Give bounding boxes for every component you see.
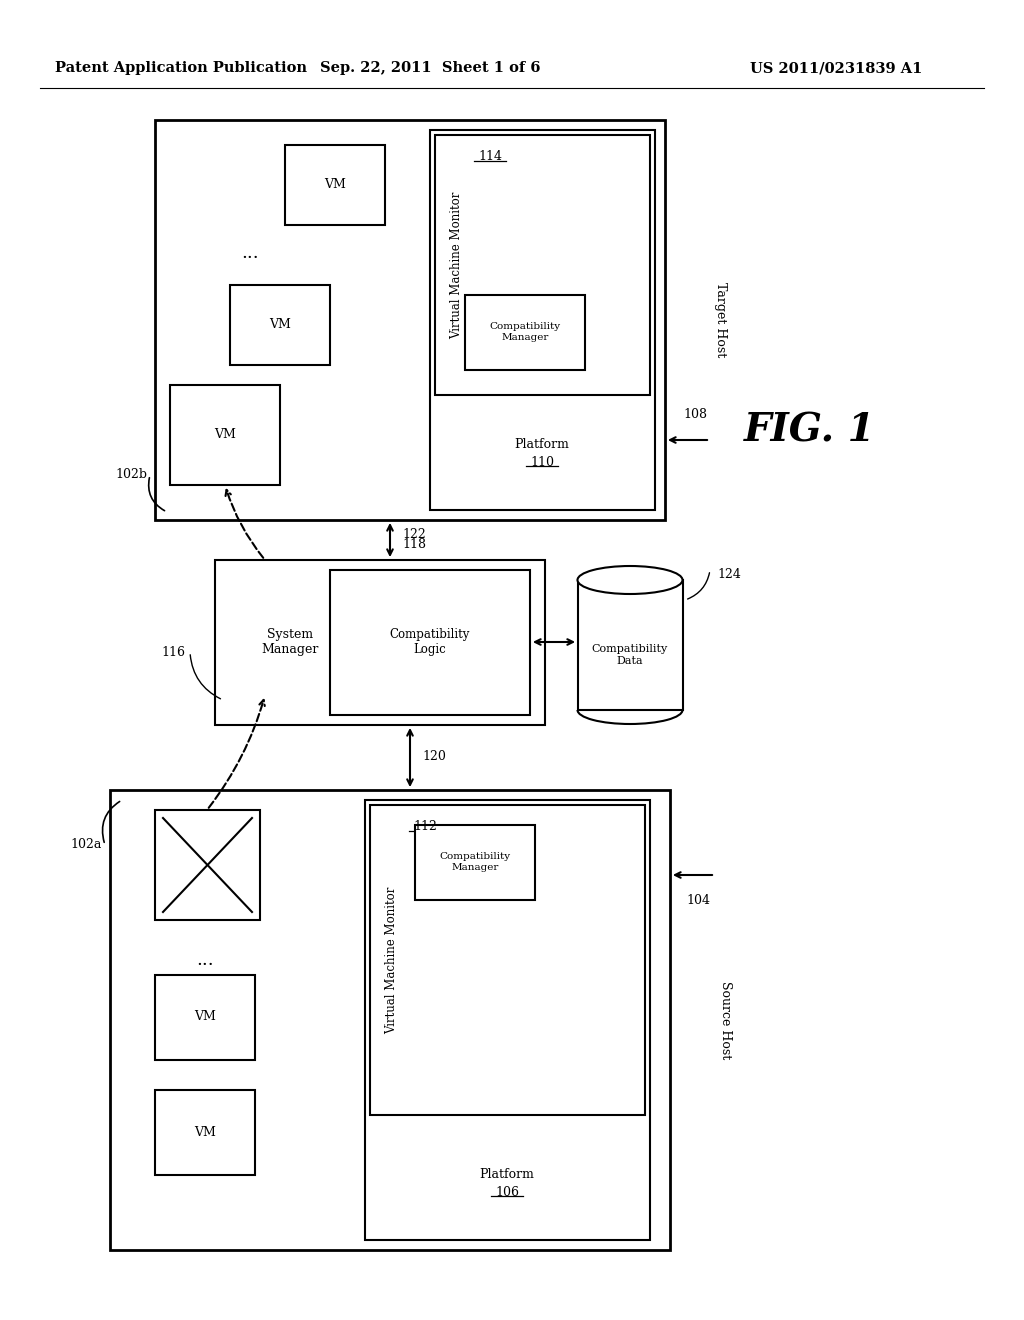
- Text: 112: 112: [413, 821, 437, 833]
- Text: Compatibility
Manager: Compatibility Manager: [439, 853, 511, 871]
- Text: 124: 124: [717, 569, 741, 582]
- Text: Virtual Machine Monitor: Virtual Machine Monitor: [451, 191, 464, 339]
- Text: 110: 110: [530, 455, 554, 469]
- Bar: [285, 145, 385, 224]
- Text: 108: 108: [683, 408, 707, 421]
- Bar: [170, 385, 280, 484]
- Bar: [215, 560, 545, 725]
- Bar: [110, 789, 670, 1250]
- Bar: [155, 810, 260, 920]
- Text: Platform: Platform: [479, 1168, 535, 1181]
- Bar: [330, 570, 530, 715]
- Bar: [155, 1090, 255, 1175]
- Text: 104: 104: [686, 894, 710, 907]
- Text: Source Host: Source Host: [719, 981, 731, 1059]
- Text: Compatibility
Manager: Compatibility Manager: [489, 322, 560, 342]
- Text: Platform: Platform: [515, 438, 569, 451]
- Bar: [370, 805, 645, 1115]
- Text: Sep. 22, 2011  Sheet 1 of 6: Sep. 22, 2011 Sheet 1 of 6: [319, 61, 541, 75]
- Text: System
Manager: System Manager: [261, 628, 318, 656]
- Bar: [435, 135, 650, 395]
- Bar: [155, 120, 665, 520]
- Bar: [155, 975, 255, 1060]
- Ellipse shape: [578, 566, 683, 594]
- Text: ...: ...: [197, 950, 214, 969]
- Text: FIG. 1: FIG. 1: [744, 411, 876, 449]
- Bar: [230, 285, 330, 366]
- Text: Compatibility
Logic: Compatibility Logic: [390, 628, 470, 656]
- Text: Patent Application Publication: Patent Application Publication: [55, 61, 307, 75]
- Text: Virtual Machine Monitor: Virtual Machine Monitor: [385, 886, 398, 1034]
- Text: VM: VM: [195, 1126, 216, 1138]
- Bar: [430, 129, 655, 510]
- Text: 118: 118: [402, 539, 426, 552]
- Bar: [365, 800, 650, 1239]
- Text: 114: 114: [478, 150, 502, 164]
- Text: 106: 106: [495, 1185, 519, 1199]
- Text: 102a: 102a: [71, 838, 102, 851]
- Text: 116: 116: [161, 645, 185, 659]
- Text: 122: 122: [402, 528, 426, 541]
- Text: US 2011/0231839 A1: US 2011/0231839 A1: [750, 61, 923, 75]
- Bar: [465, 294, 585, 370]
- Text: VM: VM: [324, 178, 346, 191]
- Bar: [415, 825, 535, 900]
- Text: VM: VM: [269, 318, 291, 331]
- Bar: [578, 579, 683, 710]
- Text: Target Host: Target Host: [714, 282, 726, 358]
- Text: ...: ...: [242, 244, 259, 261]
- Text: 120: 120: [422, 751, 445, 763]
- Text: VM: VM: [195, 1011, 216, 1023]
- Text: VM: VM: [214, 429, 236, 441]
- Text: Compatibility
Data: Compatibility Data: [592, 644, 668, 665]
- Text: 102b: 102b: [115, 469, 147, 482]
